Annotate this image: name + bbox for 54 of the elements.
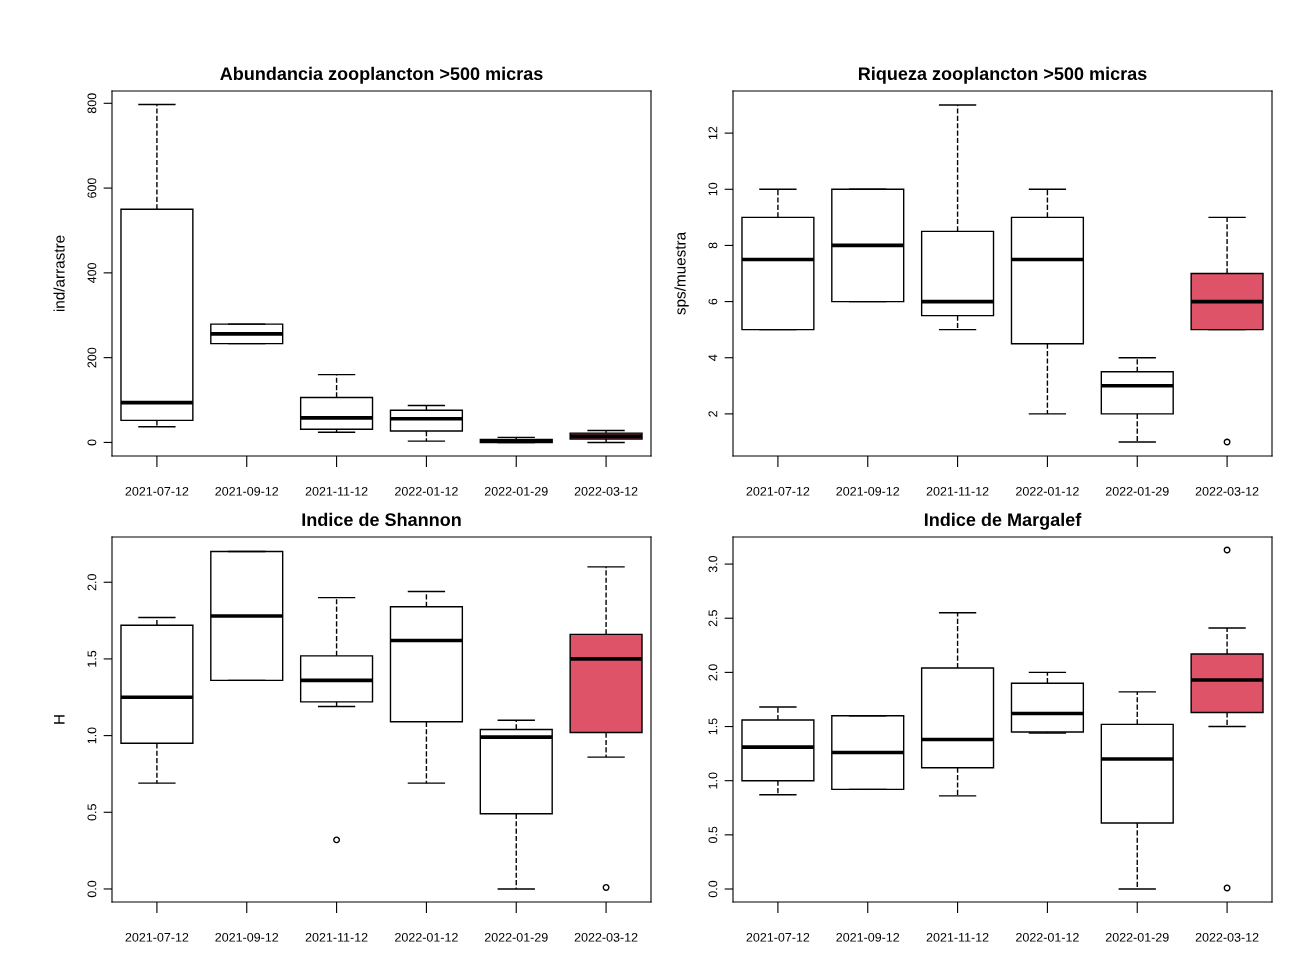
chart-title: Abundancia zooplancton >500 micras bbox=[220, 66, 543, 84]
x-tick-label: 2021-09-12 bbox=[215, 932, 279, 942]
x-tick-label: 2021-09-12 bbox=[215, 486, 279, 496]
x-tick-label: 2021-09-12 bbox=[836, 486, 900, 496]
chart-title: Riqueza zooplancton >500 micras bbox=[858, 66, 1147, 84]
x-tick-label: 2021-07-12 bbox=[125, 486, 189, 496]
y-tick-label: 600 bbox=[87, 178, 97, 198]
y-axis-title: sps/muestra bbox=[674, 231, 689, 315]
y-tick-label: 0.0 bbox=[708, 880, 718, 898]
x-tick-label: 2021-11-12 bbox=[926, 486, 989, 496]
chart-title: Indice de Shannon bbox=[302, 512, 461, 527]
x-tick-label: 2022-01-29 bbox=[484, 486, 548, 496]
x-tick-label: 2022-01-12 bbox=[395, 486, 458, 496]
y-tick-label: 8 bbox=[708, 242, 718, 249]
y-tick-label: 0.0 bbox=[87, 880, 97, 898]
x-tick-label: 2022-01-29 bbox=[1105, 486, 1169, 496]
y-tick-label: 2.0 bbox=[87, 574, 97, 591]
x-tick-label: 2022-01-12 bbox=[1016, 486, 1079, 496]
y-tick-label: 200 bbox=[87, 347, 97, 368]
y-tick-label: 1.0 bbox=[708, 772, 718, 789]
x-tick-label: 2022-03-12 bbox=[574, 932, 638, 942]
y-tick-label: 3.0 bbox=[708, 555, 718, 573]
y-tick-label: 4 bbox=[708, 354, 718, 361]
x-tick-label: 2021-11-12 bbox=[305, 932, 368, 942]
y-tick-label: 0.5 bbox=[708, 826, 718, 844]
x-tick-label: 2022-01-29 bbox=[1105, 932, 1169, 942]
x-tick-label: 2021-11-12 bbox=[305, 486, 368, 496]
y-axis-title: ind/arrastre bbox=[53, 235, 65, 312]
y-tick-label: 400 bbox=[87, 262, 97, 283]
x-tick-label: 2022-01-29 bbox=[484, 932, 548, 942]
y-tick-label: 0 bbox=[87, 439, 97, 446]
y-tick-label: 2 bbox=[708, 411, 718, 417]
y-tick-label: 10 bbox=[708, 182, 718, 196]
y-tick-label: 2.0 bbox=[708, 664, 718, 681]
x-tick-label: 2022-03-12 bbox=[574, 486, 638, 496]
chart-title: Indice de Margalef bbox=[924, 512, 1082, 530]
y-axis-title: H bbox=[54, 715, 65, 724]
x-tick-label: 2021-09-12 bbox=[836, 932, 900, 942]
y-tick-label: 800 bbox=[87, 93, 97, 114]
y-tick-label: 1.5 bbox=[87, 650, 97, 667]
x-tick-label: 2021-07-12 bbox=[125, 932, 189, 942]
y-tick-label: 2.5 bbox=[708, 610, 718, 627]
x-tick-label: 2022-01-12 bbox=[1016, 932, 1079, 942]
x-tick-label: 2021-11-12 bbox=[926, 932, 989, 942]
x-tick-label: 2022-01-12 bbox=[395, 932, 458, 942]
y-tick-label: 1.0 bbox=[87, 727, 97, 744]
y-tick-label: 6 bbox=[708, 298, 718, 305]
x-tick-label: 2021-07-12 bbox=[746, 486, 810, 496]
x-tick-label: 2021-07-12 bbox=[746, 932, 810, 942]
x-tick-label: 2022-03-12 bbox=[1195, 486, 1259, 496]
y-tick-label: 12 bbox=[708, 126, 718, 140]
y-tick-label: 1.5 bbox=[708, 718, 718, 735]
y-tick-label: 0.5 bbox=[87, 804, 97, 821]
x-tick-label: 2022-03-12 bbox=[1195, 932, 1259, 942]
